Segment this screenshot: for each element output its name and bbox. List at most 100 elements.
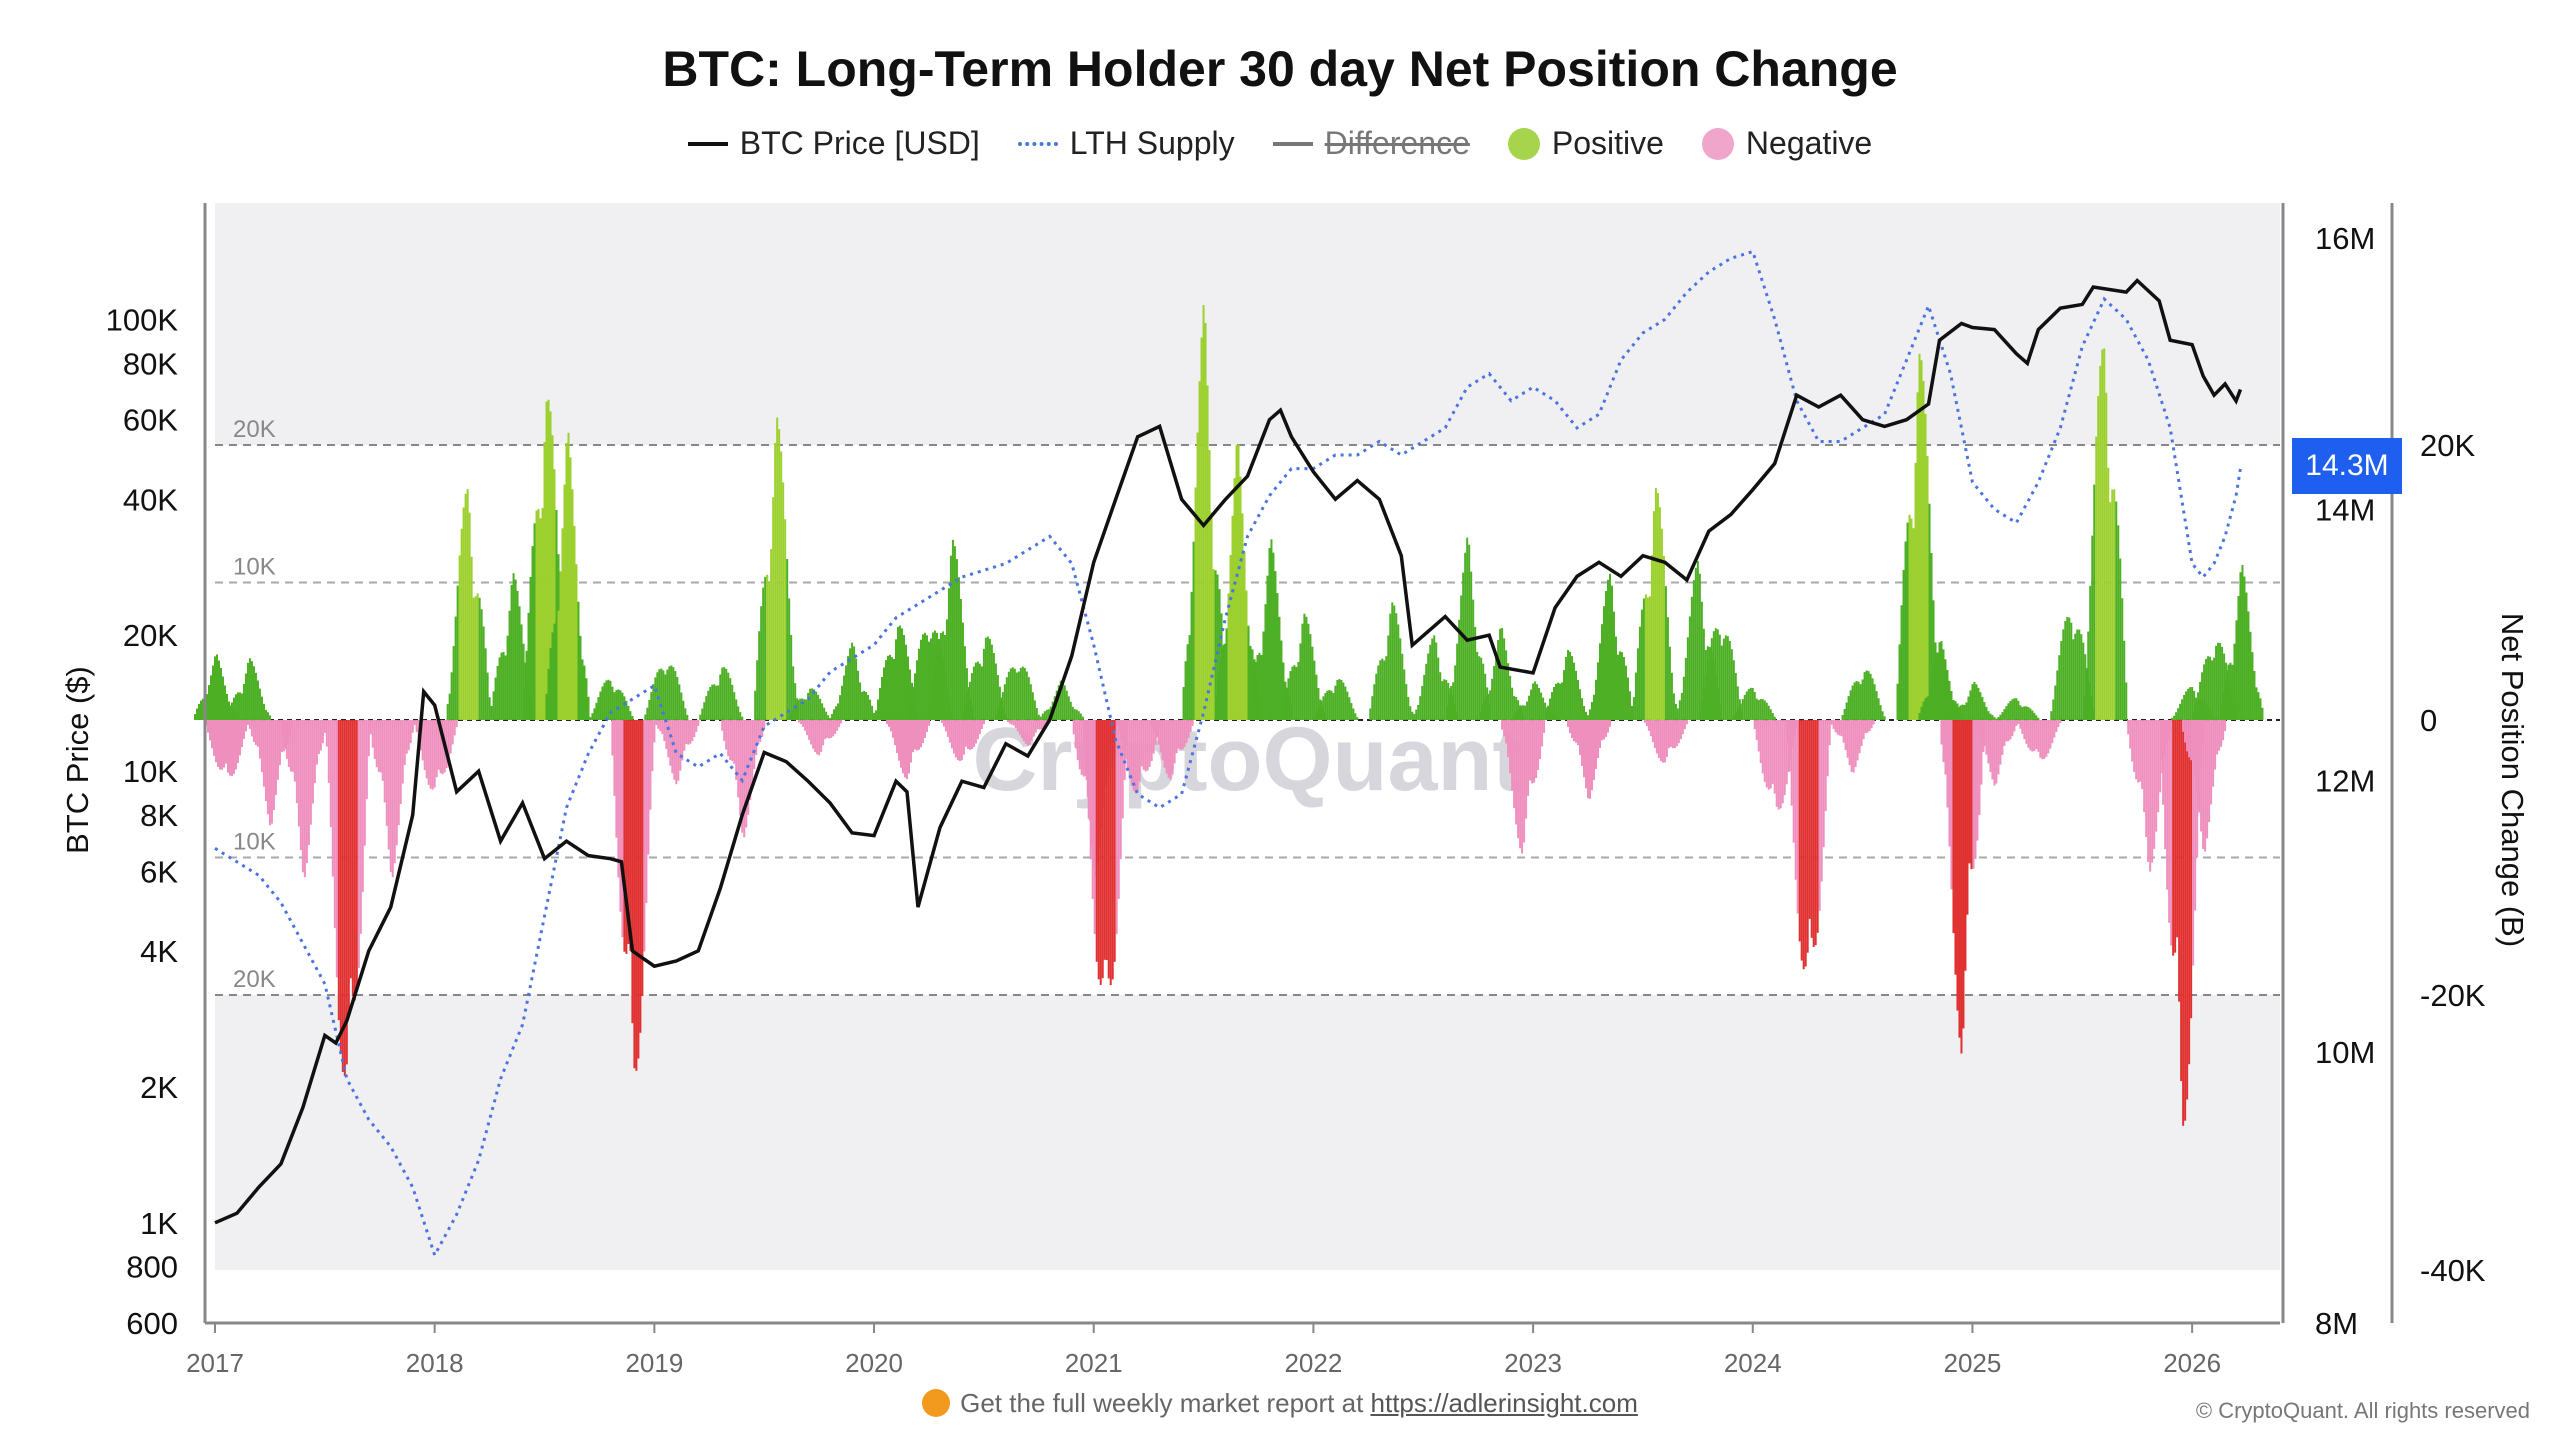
negative-bar xyxy=(887,720,890,727)
negative-bar xyxy=(897,720,900,761)
positive-bar xyxy=(1270,539,1273,720)
positive-bar xyxy=(535,510,538,720)
positive-bar xyxy=(652,684,655,720)
negative-bar xyxy=(649,720,652,810)
positive-bar xyxy=(1664,586,1667,720)
positive-bar xyxy=(1620,652,1623,720)
negative-bar xyxy=(1870,720,1873,729)
negative-bar xyxy=(1783,720,1786,796)
legend-item-supply[interactable]: LTH Supply xyxy=(1017,125,1235,162)
negative-bar xyxy=(2015,720,2018,726)
negative-bar xyxy=(415,720,418,733)
negative-bar xyxy=(1663,720,1666,763)
negative-bar xyxy=(1153,720,1156,732)
negative-bar xyxy=(1501,720,1504,730)
positive-bar xyxy=(1031,692,1034,720)
legend: BTC Price [USD] LTH Supply Difference Po… xyxy=(0,125,2560,162)
positive-bar xyxy=(1371,696,1374,720)
positive-bar xyxy=(1989,713,1992,720)
positive-bar xyxy=(1182,687,1185,720)
positive-bar xyxy=(1751,687,1754,720)
positive-bar xyxy=(500,652,503,720)
positive-bar xyxy=(1926,696,1929,720)
negative-bar xyxy=(246,720,249,725)
positive-bar xyxy=(1497,640,1500,720)
positive-bar xyxy=(803,699,806,720)
positive-bar xyxy=(1594,679,1597,720)
positive-bar xyxy=(999,700,1002,720)
positive-bar xyxy=(2095,436,2098,720)
positive-bar xyxy=(454,616,457,720)
difference-line-swatch xyxy=(1272,141,1313,146)
positive-bar xyxy=(230,702,233,720)
negative-bar xyxy=(1997,720,2000,775)
negative-bar xyxy=(1173,720,1176,764)
negative-bar xyxy=(1519,720,1522,849)
legend-item-price[interactable]: BTC Price [USD] xyxy=(687,125,980,162)
positive-bar xyxy=(1061,680,1064,720)
positive-bar xyxy=(1569,651,1572,720)
positive-bar xyxy=(1260,655,1263,720)
negative-bar xyxy=(1189,720,1192,732)
negative-bar xyxy=(617,720,620,878)
positive-bar xyxy=(242,683,245,720)
positive-bar xyxy=(2066,616,2069,720)
positive-bar xyxy=(1916,392,1919,720)
positive-bar xyxy=(1297,661,1300,720)
positive-bar xyxy=(2207,656,2210,720)
negative-bar xyxy=(1567,720,1570,727)
negative-bar xyxy=(1115,720,1118,935)
negative-bar xyxy=(1152,720,1155,754)
current-value-flag: 14.3M xyxy=(2292,438,2402,494)
negative-bar xyxy=(695,720,698,732)
negative-bar xyxy=(925,720,928,732)
positive-bar xyxy=(829,718,832,720)
negative-bar xyxy=(1958,720,1961,1038)
positive-bar xyxy=(472,597,475,720)
positive-bar xyxy=(490,705,493,720)
positive-bar xyxy=(512,573,515,720)
positive-bar xyxy=(2189,687,2192,720)
legend-item-positive[interactable]: Positive xyxy=(1507,125,1664,162)
positive-bar xyxy=(1454,665,1457,720)
negative-bar xyxy=(1513,720,1516,809)
positive-bar xyxy=(1214,570,1217,720)
positive-bar xyxy=(1320,700,1323,720)
positive-bar xyxy=(2197,692,2200,720)
negative-bar xyxy=(1942,720,1945,763)
positive-bar xyxy=(1763,700,1766,720)
legend-item-negative[interactable]: Negative xyxy=(1701,125,1872,162)
positive-bar xyxy=(1307,623,1310,720)
legend-item-difference[interactable]: Difference xyxy=(1272,125,1470,162)
positive-bar xyxy=(780,451,783,720)
reference-label: 10K xyxy=(233,554,276,581)
positive-bar xyxy=(1003,684,1006,720)
positive-bar xyxy=(1969,690,1972,720)
footer-link[interactable]: https://adlerinsight.com xyxy=(1370,1388,1638,1418)
negative-bar xyxy=(449,720,452,754)
positive-bar xyxy=(621,692,624,720)
positive-bar xyxy=(2052,699,2055,720)
negative-bar xyxy=(274,720,277,796)
negative-bar xyxy=(333,720,336,929)
positive-bar xyxy=(1456,643,1459,720)
negative-bar xyxy=(832,720,835,737)
negative-bar xyxy=(2139,720,2142,782)
negative-bar xyxy=(834,720,837,734)
positive-bar xyxy=(1636,648,1639,720)
positive-bar xyxy=(1914,462,1917,720)
negative-bar xyxy=(822,720,825,746)
positive-bar xyxy=(1881,711,1884,720)
positive-bar xyxy=(464,493,467,720)
positive-bar xyxy=(2251,652,2254,720)
positive-bar xyxy=(2058,655,2061,720)
positive-bar xyxy=(925,635,928,720)
negative-bar xyxy=(1132,720,1135,791)
footer: Get the full weekly market report at htt… xyxy=(0,1388,2560,1419)
negative-bar xyxy=(2194,720,2197,776)
positive-bar xyxy=(797,700,800,720)
positive-bar xyxy=(1861,679,1864,720)
positive-bar xyxy=(1479,711,1482,720)
negative-bar xyxy=(2172,720,2175,956)
positive-bar xyxy=(961,622,964,720)
